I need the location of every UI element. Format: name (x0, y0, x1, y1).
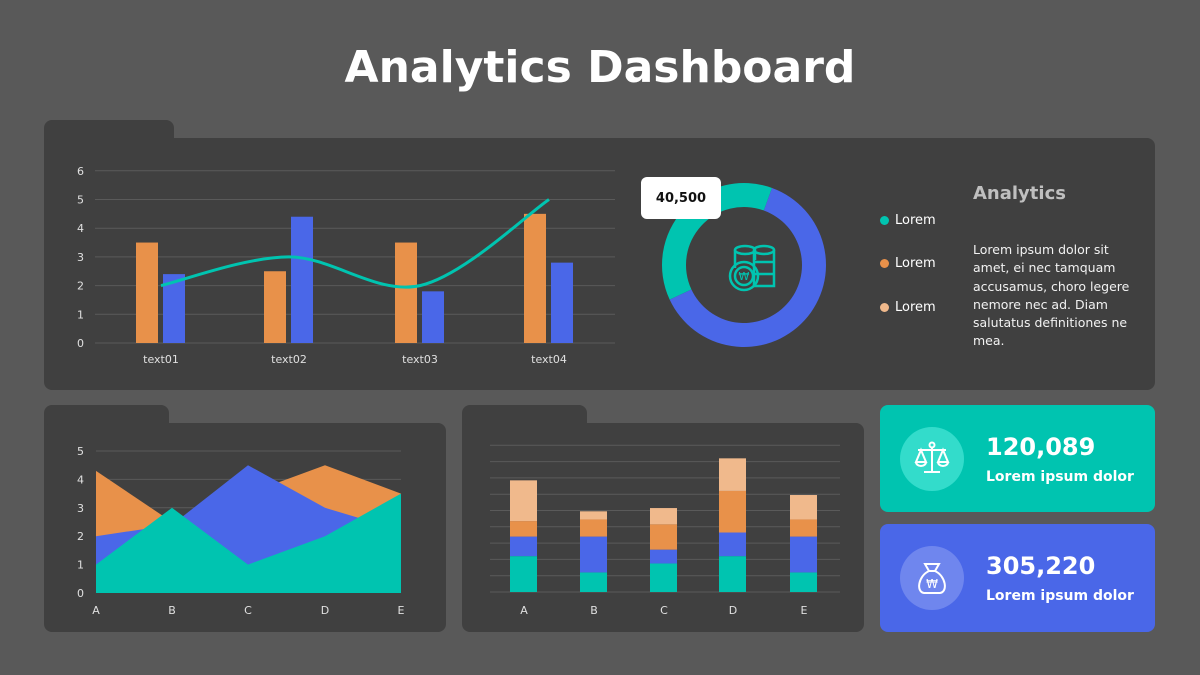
coins-icon: ₩ (722, 243, 782, 298)
legend-label: Lorem (895, 300, 936, 315)
stat-label: Lorem ipsum dolor (986, 468, 1134, 485)
stacked-bar-segment (650, 549, 677, 564)
stacked-bar-segment (510, 521, 537, 537)
x-tick-label: E (398, 604, 405, 617)
x-tick-label: B (168, 604, 176, 617)
x-tick-label: B (590, 604, 598, 617)
top-panel (44, 138, 1155, 390)
y-tick-label: 4 (77, 222, 84, 235)
legend-label: Lorem (895, 213, 936, 228)
bar (291, 216, 313, 343)
stacked-bar-segment (580, 572, 607, 592)
stacked-bar-segment (719, 556, 746, 592)
scales-icon (900, 426, 964, 491)
stacked-bar-segment (790, 519, 817, 537)
area-series (96, 493, 401, 593)
y-tick-label: 6 (77, 165, 84, 178)
legend-label: Lorem (895, 256, 936, 271)
y-tick-label: 2 (77, 530, 84, 543)
x-tick-label: A (92, 604, 100, 617)
y-tick-label: 0 (77, 587, 84, 600)
x-tick-label: C (244, 604, 252, 617)
stacked-bar-segment (580, 511, 607, 520)
bar (136, 242, 158, 343)
stat-label: Lorem ipsum dolor (986, 588, 1134, 604)
x-tick-label: text01 (143, 353, 179, 366)
stacked-bar-segment (650, 524, 677, 550)
bar (524, 213, 546, 343)
stacked-bar-segment (719, 458, 746, 491)
legend-item: Lorem (880, 256, 936, 271)
x-tick-label: D (729, 604, 737, 617)
bar (551, 262, 573, 343)
stat-card-1: 120,089 Lorem ipsum dolor (880, 405, 1155, 512)
page-title: Analytics Dashboard (344, 42, 856, 93)
y-tick-label: 0 (77, 337, 84, 350)
stat-value: 305,220 (986, 552, 1096, 580)
stacked-bar-segment (650, 508, 677, 525)
stacked-bar-segment (510, 536, 537, 557)
side-text: Lorem ipsum dolor sit amet, ei nec tamqu… (973, 242, 1130, 349)
legend-dot (880, 216, 889, 225)
y-tick-label: 2 (77, 280, 84, 293)
donut-slice (669, 187, 827, 347)
svg-text:₩: ₩ (926, 577, 938, 591)
y-tick-label: 1 (77, 559, 84, 572)
line-series (160, 198, 550, 289)
x-tick-label: text04 (531, 353, 567, 366)
bar (163, 274, 185, 343)
y-tick-label: 5 (77, 445, 84, 458)
svg-text:₩: ₩ (739, 270, 750, 283)
y-tick-label: 4 (77, 473, 84, 486)
y-tick-label: 3 (77, 251, 84, 264)
legend-dot (880, 303, 889, 312)
money-bag-icon: ₩ (900, 546, 964, 610)
x-tick-label: A (520, 604, 528, 617)
stat-card-2: ₩ 305,220 Lorem ipsum dolor (880, 524, 1155, 632)
stacked-bar-segment (580, 536, 607, 573)
y-tick-label: 1 (77, 308, 84, 321)
legend-item: Lorem (880, 213, 936, 228)
stacked-bar-segment (580, 519, 607, 537)
stacked-bar-segment (790, 495, 817, 520)
stacked-bar-segment (790, 536, 817, 573)
x-tick-label: text02 (271, 353, 307, 366)
x-tick-label: C (660, 604, 668, 617)
bar (395, 242, 417, 343)
legend-item: Lorem (880, 300, 936, 315)
bar (422, 291, 444, 343)
bar (264, 271, 286, 343)
side-heading: Analytics (973, 183, 1066, 204)
y-tick-label: 3 (77, 502, 84, 515)
callout: 40,500 (641, 177, 721, 219)
callout-value: 40,500 (655, 190, 707, 206)
stacked-bar-segment (719, 490, 746, 533)
stacked-bar-segment (510, 480, 537, 522)
stacked-bar-segment (790, 572, 817, 592)
stacked-bar-segment (510, 556, 537, 592)
y-tick-label: 5 (77, 194, 84, 207)
legend-dot (880, 259, 889, 268)
x-tick-label: text03 (402, 353, 438, 366)
x-tick-label: E (801, 604, 808, 617)
stat-value: 120,089 (986, 432, 1096, 461)
stacked-bar-segment (650, 563, 677, 592)
x-tick-label: D (321, 604, 329, 617)
stacked-bar-segment (719, 532, 746, 557)
